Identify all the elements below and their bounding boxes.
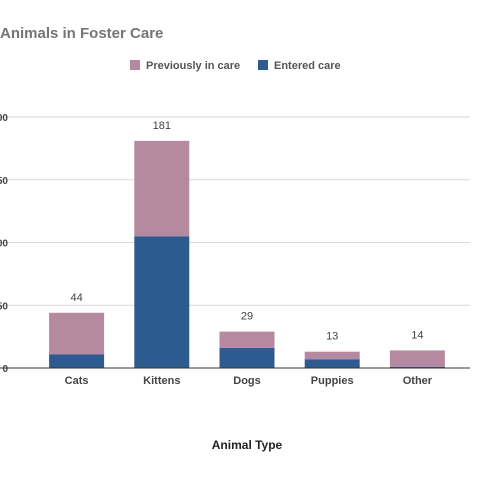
legend-swatch-entered-care xyxy=(258,60,268,70)
total-label-kittens: 181 xyxy=(153,120,171,132)
x-tick-label-kittens: Kittens xyxy=(143,375,180,387)
bar-kittens-entered-care xyxy=(134,236,190,368)
x-tick-label-cats: Cats xyxy=(65,375,89,387)
total-label-dogs: 29 xyxy=(241,311,253,323)
y-axis-ticks: 200 150 100 50 0 xyxy=(0,113,8,375)
x-axis-title: Animal Type xyxy=(212,438,283,452)
bar-cats-previously-in-care xyxy=(49,312,105,355)
y-tick-label: 50 xyxy=(0,301,8,312)
bar-other-entered-care xyxy=(389,366,445,368)
x-tick-label-other: Other xyxy=(403,375,433,387)
x-tick-label-dogs: Dogs xyxy=(233,375,261,387)
x-tick-label-puppies: Puppies xyxy=(311,375,354,387)
bar-puppies-entered-care xyxy=(304,359,360,368)
legend-label-entered-care: Entered care xyxy=(274,60,341,72)
bar-kittens-previously-in-care xyxy=(134,140,190,237)
total-label-puppies: 13 xyxy=(326,331,338,343)
bar-dogs-entered-care xyxy=(219,347,275,368)
total-label-other: 14 xyxy=(411,329,423,341)
bars xyxy=(49,140,445,368)
chart-title: Animals in Foster Care xyxy=(0,25,163,42)
legend-label-previously-in-care: Previously in care xyxy=(146,60,240,72)
y-tick-label: 0 xyxy=(2,364,8,375)
y-tick-label: 150 xyxy=(0,176,8,187)
y-tick-label: 100 xyxy=(0,239,8,250)
bar-cats-entered-care xyxy=(49,354,105,368)
total-label-cats: 44 xyxy=(70,292,82,304)
gridlines xyxy=(0,116,470,306)
bar-dogs-previously-in-care xyxy=(219,331,275,348)
legend-swatch-previously-in-care xyxy=(130,60,140,70)
y-tick-label: 200 xyxy=(0,113,8,124)
bar-puppies-previously-in-care xyxy=(304,351,360,360)
bar-other-previously-in-care xyxy=(389,350,445,367)
data-labels: 44 181 29 13 14 xyxy=(70,120,423,343)
x-axis-ticks: Cats Kittens Dogs Puppies Other xyxy=(65,375,433,387)
legend: Previously in care Entered care xyxy=(130,60,341,72)
